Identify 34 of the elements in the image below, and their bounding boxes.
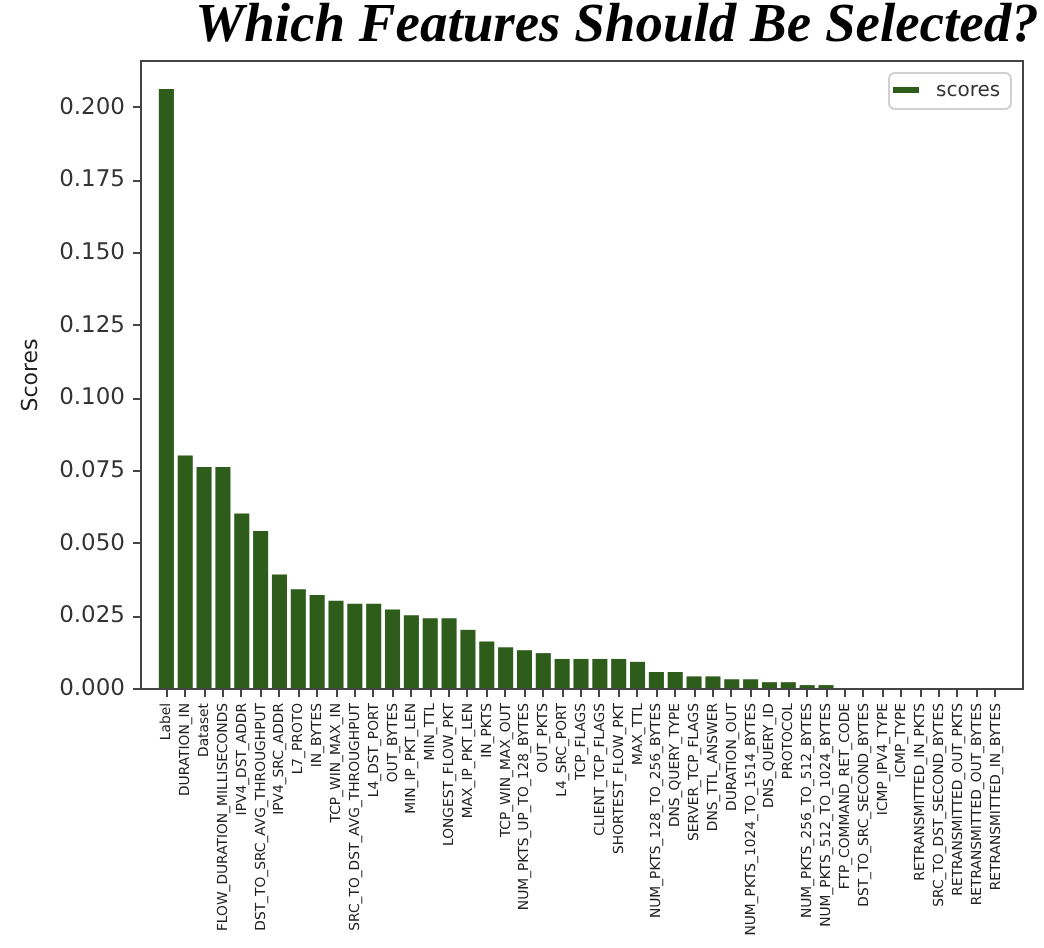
bar: [253, 531, 269, 688]
y-tick-label: 0.200: [59, 91, 125, 120]
bar: [158, 89, 174, 688]
bar: [667, 672, 683, 688]
y-tick-label: 0.050: [59, 527, 125, 556]
bar: [422, 618, 438, 688]
bar: [761, 682, 777, 688]
y-tick-label: 0.175: [59, 164, 125, 193]
y-tick-label: 0.150: [59, 236, 125, 265]
chart-title: Which Features Should Be Selected?: [195, 0, 1039, 53]
bar: [611, 658, 627, 688]
bar: [743, 679, 759, 688]
bar: [366, 603, 382, 688]
bar: [780, 682, 796, 688]
y-tick-label: 0.125: [59, 309, 125, 338]
bar: [724, 679, 740, 688]
y-tick-label: 0.100: [59, 382, 125, 411]
y-tick-label: 0.000: [59, 673, 125, 701]
legend-label: scores: [936, 80, 1001, 102]
bar: [516, 650, 532, 688]
bar: [385, 609, 401, 688]
y-tick-label: 0.075: [59, 454, 125, 483]
bar: [290, 589, 306, 688]
bar: [403, 615, 419, 688]
y-tick-label: 0.025: [59, 600, 125, 629]
bar: [479, 641, 495, 688]
bar: [271, 574, 287, 688]
bar: [234, 513, 250, 688]
bar: [535, 653, 551, 688]
y-axis-title: Scores: [17, 337, 44, 412]
bar: [648, 672, 664, 688]
bar: [177, 455, 193, 688]
bar: [498, 647, 514, 688]
bar: [630, 661, 646, 688]
